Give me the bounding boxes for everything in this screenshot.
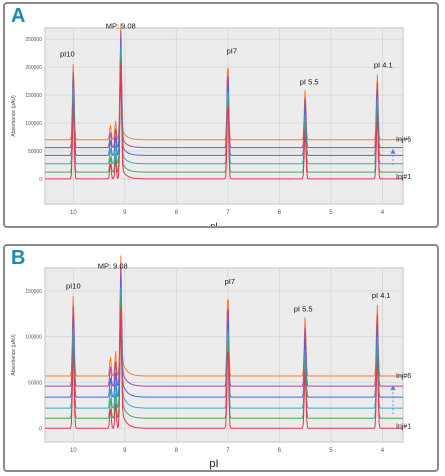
peak-label: pI 5.5	[300, 77, 319, 86]
electropherogram-b: 10 9 8 7 6 5 4 150000 100000 50000 0 Absorbance (μA…	[11, 255, 411, 470]
y-tick-label: 0	[39, 426, 42, 432]
electropherogram-a: 10 9 8 7 6 5 4 250000 200000 150000 100000 50000 0 Ab…	[11, 22, 411, 226]
x-tick-label: 10	[70, 448, 77, 454]
trace-line	[45, 62, 403, 180]
y-tick-label: 100000	[25, 335, 42, 341]
trace-line	[45, 307, 403, 429]
peak-label: MP: 9.08	[106, 22, 136, 31]
y-tick-label: 0	[39, 177, 42, 183]
peak-label: pI10	[66, 282, 81, 291]
y-tick-label: 50000	[28, 149, 42, 155]
trace-line	[45, 55, 403, 173]
panel-label: B	[11, 247, 26, 269]
x-axis-label: pI	[210, 221, 218, 226]
trace-line	[45, 297, 403, 419]
x-tick-label: 6	[278, 210, 282, 216]
trace-line	[45, 31, 403, 149]
y-axis-label: Absorbance (μAU)	[11, 334, 17, 376]
peak-label: pI 4.1	[372, 291, 391, 300]
trace-line	[45, 287, 403, 409]
peak-label: pI 4.1	[374, 61, 393, 70]
x-tick-label: 10	[70, 210, 77, 216]
peak-label: pI7	[225, 277, 235, 286]
injection-label-bottom: Inj#1	[396, 423, 411, 430]
x-tick-label: 5	[329, 448, 333, 454]
y-tick-label: 200000	[25, 65, 42, 71]
x-tick-label: 7	[226, 448, 230, 454]
peak-label: pI10	[60, 50, 75, 59]
x-tick-label: 4	[381, 448, 385, 454]
trace-line	[45, 23, 403, 141]
y-tick-label: 100000	[25, 121, 42, 127]
peak-label: pI 5.5	[294, 305, 313, 314]
x-tick-label: 6	[278, 448, 282, 454]
x-tick-label: 8	[175, 210, 179, 216]
y-tick-label: 50000	[28, 380, 42, 386]
arrow-head-icon	[390, 385, 396, 391]
trace-line	[45, 276, 403, 398]
panel-label: A	[11, 5, 26, 27]
x-tick-label: 8	[175, 448, 179, 454]
x-tick-label: 9	[123, 210, 127, 216]
peak-label: MP: 9.08	[98, 261, 128, 270]
trace-line	[45, 47, 403, 165]
x-tick-label: 9	[123, 448, 127, 454]
chart-panel-b: B 10 9 8 7 6 5 4 150000 100000 50000 0 Absorbance (…	[3, 244, 439, 472]
arrow-head-icon	[390, 148, 396, 154]
y-tick-label: 150000	[25, 93, 42, 99]
trace-line	[45, 38, 403, 156]
plot-area	[44, 267, 404, 443]
trace-line	[45, 265, 403, 387]
injection-label-top: Inj#6	[396, 373, 411, 380]
x-axis-label: pI	[209, 458, 218, 470]
y-axis-label: Absorbance (μAU)	[11, 95, 17, 137]
chart-panel-a: A 10 9 8 7 6 5 4 250000 200000 150000 100000 50000 0…	[3, 2, 439, 228]
peak-label: pI7	[227, 47, 237, 56]
trace-line	[45, 255, 403, 377]
x-tick-label: 5	[329, 210, 333, 216]
y-tick-label: 250000	[25, 37, 42, 43]
y-tick-label: 150000	[25, 289, 42, 295]
injection-label-bottom: Inj#1	[396, 174, 411, 181]
x-tick-label: 7	[226, 210, 230, 216]
injection-label-top: Inj#6	[396, 137, 411, 144]
plot-area	[44, 27, 404, 205]
x-tick-label: 4	[381, 210, 385, 216]
